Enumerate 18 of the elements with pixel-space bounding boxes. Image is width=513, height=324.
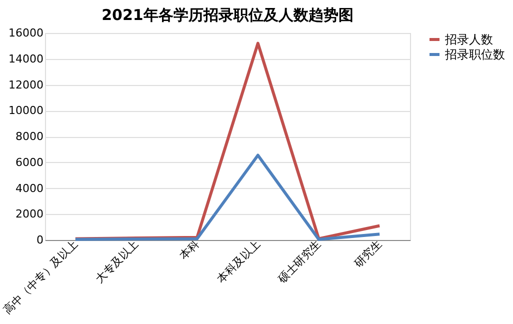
x-tick-label: 本科及以上 — [214, 238, 263, 286]
y-tick-label: 6000 — [16, 156, 44, 169]
chart-title: 2021年各学历招录职位及人数趋势图 — [102, 6, 354, 24]
y-tick-label: 4000 — [16, 182, 44, 195]
legend-label: 招录职位数 — [444, 48, 505, 62]
x-tick-label: 研究生 — [352, 238, 384, 270]
y-tick-label: 8000 — [16, 130, 44, 143]
legend-label: 招录人数 — [444, 32, 493, 46]
x-tick-label: 本科 — [177, 238, 202, 262]
y-tick-label: 10000 — [8, 104, 44, 118]
y-tick-label: 0 — [36, 234, 44, 246]
y-tick-label: 16000 — [8, 26, 44, 40]
x-tick-label: 硕士研究生 — [274, 238, 324, 286]
y-tick-label: 14000 — [8, 52, 44, 66]
x-tick-label: 大专及以上 — [92, 238, 141, 286]
y-tick-label: 12000 — [8, 78, 44, 92]
line-series — [74, 154, 382, 241]
y-tick-label: 2000 — [16, 208, 44, 221]
